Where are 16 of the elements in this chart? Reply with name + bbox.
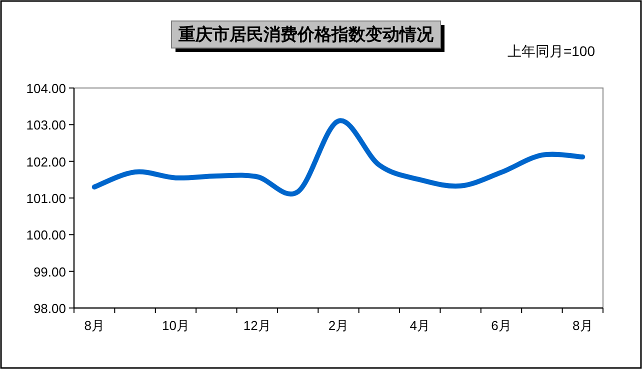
y-tick-label: 99.00 (33, 264, 66, 280)
y-tick-label: 100.00 (26, 228, 66, 243)
y-tick-label: 103.00 (26, 118, 66, 133)
y-tick-label: 101.00 (26, 191, 66, 206)
text: 上年同月=100 (507, 43, 596, 59)
x-tick-label: 4月 (410, 318, 430, 333)
y-tick-label: 98.00 (33, 301, 66, 316)
x-tick-label: 8月 (572, 318, 593, 333)
x-tick-label: 12月 (243, 318, 271, 333)
x-tick-label: 2月 (328, 318, 349, 333)
y-tick-label: 104.00 (26, 81, 66, 96)
x-tick-label: 8月 (84, 318, 104, 333)
x-tick-label: 6月 (491, 318, 512, 333)
x-tick-label: 10月 (162, 318, 190, 333)
y-tick-label: 102.00 (26, 154, 66, 170)
chart-title: 重庆市居民消费价格指数变动情况 (178, 25, 434, 44)
